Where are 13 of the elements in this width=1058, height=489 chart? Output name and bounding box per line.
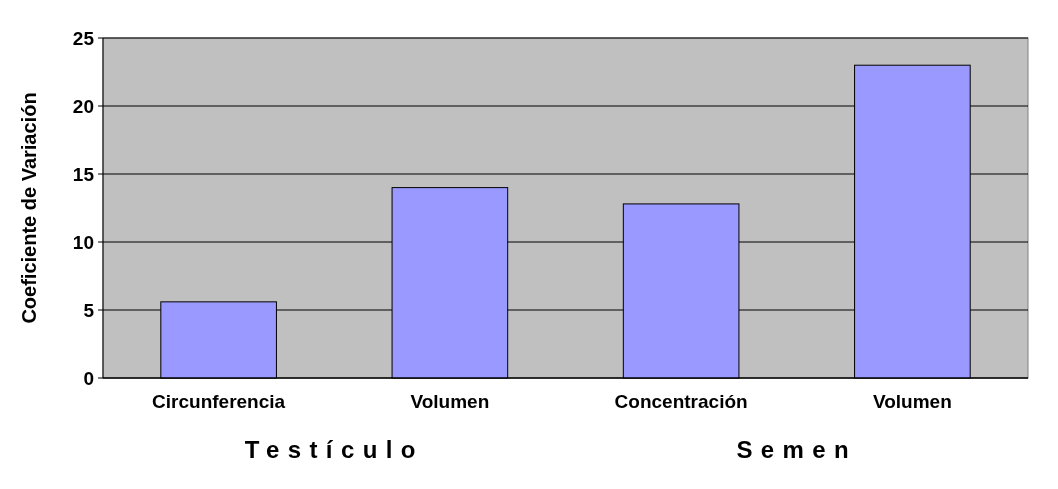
x-tick-label: Circunferencia xyxy=(152,391,286,412)
text: Testículo xyxy=(244,436,424,463)
y-tick-label: 10 xyxy=(72,231,94,253)
y-tick-label: 5 xyxy=(83,299,95,321)
y-tick-label: 25 xyxy=(72,27,95,49)
text: Semen xyxy=(736,436,858,463)
y-axis-title: Coeficiente de Variación xyxy=(18,92,40,324)
x-tick-label: Concentración xyxy=(614,391,748,412)
y-tick-label: 0 xyxy=(83,367,94,389)
y-tick-label: 15 xyxy=(72,163,95,185)
y-tick-label: 20 xyxy=(72,95,94,117)
x-tick-label: Volumen xyxy=(410,391,490,412)
x-tick-label: Volumen xyxy=(872,391,952,412)
